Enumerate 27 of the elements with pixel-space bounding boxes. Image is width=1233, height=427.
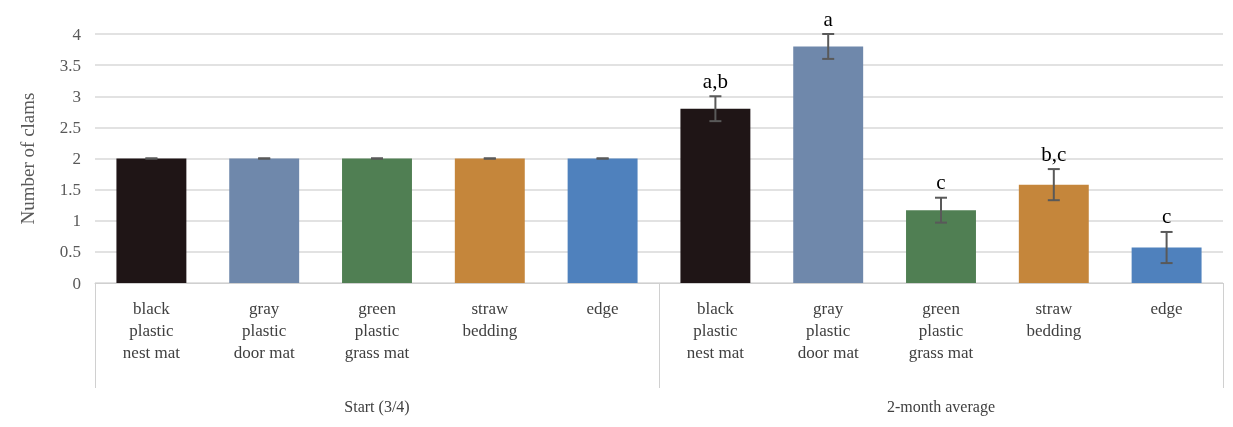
text: 2-month average <box>887 397 995 416</box>
data-label: a,b <box>702 68 728 93</box>
x-tick-label: gray plastic door mat <box>233 298 295 362</box>
y-axis-title: Number of clams <box>17 92 38 225</box>
x-tick-label: straw bedding <box>1026 298 1082 340</box>
y-tick-label: 3.5 <box>59 55 81 75</box>
y-tick-label: 1.5 <box>59 180 81 200</box>
x-tick-label: gray plastic door mat <box>797 298 859 362</box>
x-tick-label: black plastic nest mat <box>122 298 181 362</box>
data-label: c <box>936 170 946 195</box>
text: Start (3/4) <box>344 397 410 416</box>
x-tick-label: green plastic grass mat <box>908 298 974 362</box>
x-tick-label: green plastic grass mat <box>344 298 410 362</box>
x-tick-label: edge <box>1150 298 1183 318</box>
y-tick-label: 1 <box>72 211 81 231</box>
y-tick-label: 3 <box>72 86 81 106</box>
data-label: a <box>823 6 834 31</box>
x-tick-label: black plastic nest mat <box>686 298 745 362</box>
x-tick-label: straw bedding <box>462 298 518 340</box>
y-tick-label: 4 <box>72 24 82 44</box>
y-tick-label: 2.5 <box>59 117 81 137</box>
data-label: c <box>1161 204 1172 229</box>
x-tick-label: edge <box>586 298 619 318</box>
y-tick-label: 2 <box>72 149 81 168</box>
y-tick-label: 0 <box>72 273 81 293</box>
y-tick-label: 0.5 <box>59 242 81 262</box>
data-label: b,c <box>1041 141 1067 166</box>
